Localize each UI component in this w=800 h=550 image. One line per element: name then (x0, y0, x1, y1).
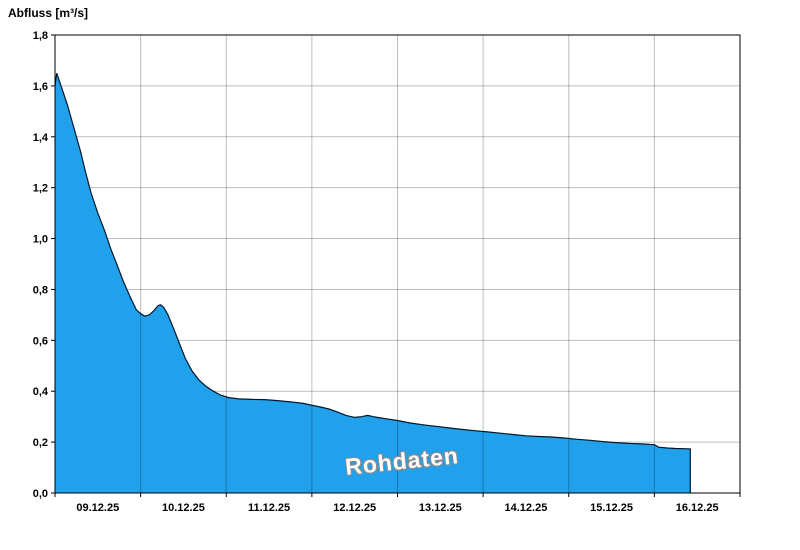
y-tick-label: 0,4 (33, 386, 49, 398)
x-tick-label: 14.12.25 (505, 502, 548, 514)
x-tick-label: 10.12.25 (162, 502, 205, 514)
x-tick-label: 11.12.25 (248, 502, 290, 514)
y-tick-label: 1,0 (33, 234, 48, 246)
x-tick-label: 12.12.25 (333, 502, 376, 514)
x-tick-label: 09.12.25 (76, 502, 119, 514)
y-tick-label: 1,6 (33, 81, 48, 93)
y-tick-label: 1,2 (33, 183, 48, 195)
y-tick-label: 1,8 (33, 30, 48, 42)
y-axis-title: Abfluss [m³/s] (8, 6, 89, 20)
discharge-area (55, 73, 691, 493)
y-tick-label: 0,6 (33, 335, 48, 347)
y-tick-label: 1,4 (33, 132, 49, 144)
x-tick-label: 15.12.25 (590, 502, 633, 514)
x-tick-label: 16.12.25 (676, 502, 719, 514)
y-tick-label: 0,8 (33, 284, 48, 296)
x-tick-label: 13.12.25 (419, 502, 462, 514)
discharge-line (54, 73, 691, 493)
y-tick-label: 0,0 (33, 488, 48, 500)
y-tick-label: 0,2 (33, 437, 48, 449)
